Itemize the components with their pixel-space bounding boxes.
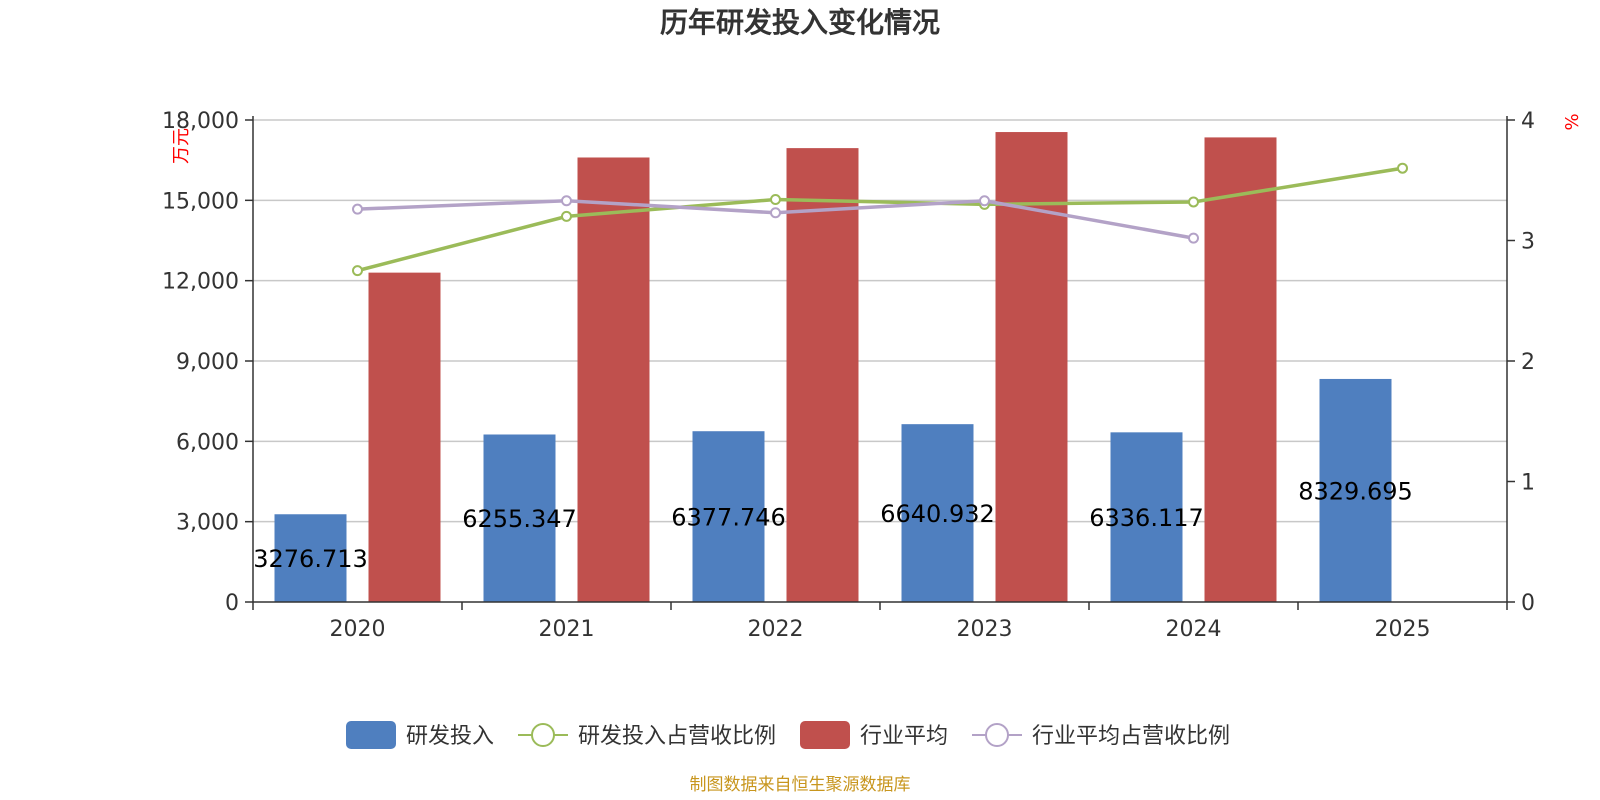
legend-label: 研发投入 [406,724,494,749]
bar [368,272,441,602]
data-labels: 3276.713 6255.347 6377.746 6640.932 6336.117… [253,477,1413,573]
left-axis-tick-label: 12,000 [162,270,239,295]
legend-label: 行业平均 [860,724,948,749]
left-axis-unit: 万元 [171,128,192,164]
chart-title: 历年研发投入变化情况 [660,6,940,39]
line-point [561,210,572,222]
right-axis-tick-label: 1 [1521,471,1535,496]
bar-data-label: 3276.713 [253,545,368,573]
line-point [352,265,363,277]
line-point [352,203,363,215]
line-point [770,194,781,206]
bar-data-label: 8329.695 [1298,477,1413,505]
left-axis-tick-label: 3,000 [176,511,239,536]
legend-swatch [800,721,850,749]
bar-data-label: 6377.746 [671,504,786,532]
x-axis-tick-label: 2020 [330,617,386,642]
bar-data-label: 6640.932 [880,500,995,528]
x-axis-tick-label: 2022 [748,617,804,642]
right-axis-tick-label: 0 [1521,591,1535,616]
bars [274,132,1392,603]
left-axis-tick-label: 15,000 [162,189,239,214]
legend: 研发投入 研发投入占营收比例 行业平均 行业平均占营收比例 [346,721,1230,749]
line-point [979,195,990,207]
series-lines [352,162,1408,277]
axes: 0 3,000 6,000 9,000 12,000 15,000 18,000 0 1 2 3 4 2… [162,109,1535,642]
bar [577,157,650,602]
line-point [1397,162,1408,174]
line-point [1188,232,1199,244]
x-axis-tick-label: 2023 [957,617,1013,642]
left-axis-tick-label: 18,000 [162,109,239,134]
bar [1319,378,1392,602]
legend-swatch-marker [531,723,555,747]
left-axis-tick-label: 6,000 [176,430,239,455]
left-axis-tick-label: 9,000 [176,350,239,375]
bar [1110,432,1183,602]
legend-label: 研发投入占营收比例 [578,724,776,749]
x-axis-tick-label: 2021 [539,617,595,642]
bar [692,431,765,602]
left-axis-tick-label: 0 [225,591,239,616]
bar [483,434,556,602]
legend-swatch [346,721,396,749]
bar [1204,137,1277,602]
bar [901,424,974,602]
series-line [357,198,1194,240]
bar-data-label: 6255.347 [462,505,577,533]
series-line [357,166,1403,273]
line-point [561,195,572,207]
line-point [770,207,781,219]
right-axis-tick-label: 4 [1521,109,1535,134]
x-axis-tick-label: 2025 [1375,617,1431,642]
line-point [1188,196,1199,208]
x-axis-tick-label: 2024 [1166,617,1222,642]
right-axis-tick-label: 3 [1521,230,1535,255]
legend-swatch-marker [985,723,1009,747]
bar-data-label: 6336.117 [1089,504,1204,532]
right-axis-unit: % [1562,113,1583,130]
legend-label: 行业平均占营收比例 [1032,724,1230,749]
right-axis-tick-label: 2 [1521,350,1535,375]
bar [274,514,347,602]
bar [786,148,859,602]
source-note: 制图数据来自恒生聚源数据库 [690,775,911,795]
